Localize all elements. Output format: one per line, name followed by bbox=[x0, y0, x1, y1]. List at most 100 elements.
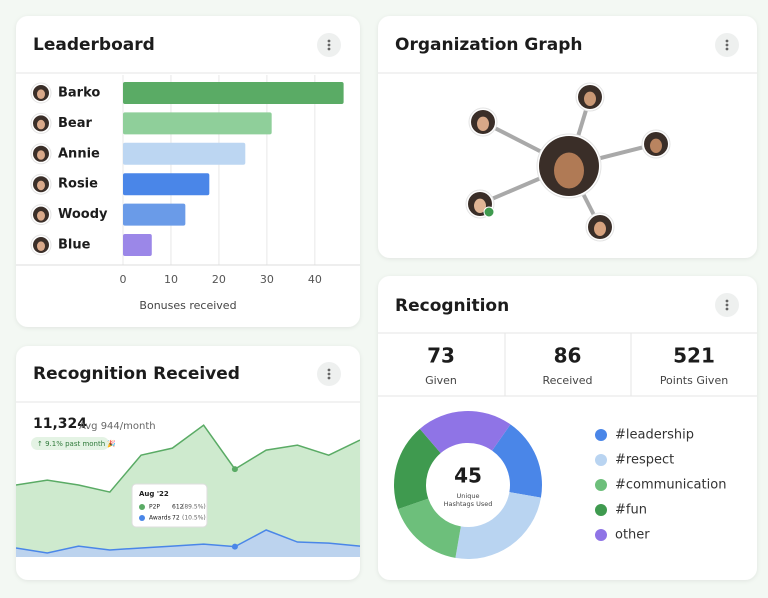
status bbox=[483, 206, 495, 218]
menu-dot bbox=[725, 299, 729, 303]
avatar-face bbox=[650, 138, 662, 153]
legend-dot bbox=[139, 515, 145, 521]
marker bbox=[231, 466, 238, 473]
legend-dot bbox=[595, 504, 607, 516]
area bbox=[16, 529, 360, 557]
avatar-face bbox=[477, 116, 489, 131]
card-title: Recognition Received bbox=[33, 364, 240, 384]
menu-button[interactable] bbox=[715, 33, 739, 57]
menu-button[interactable] bbox=[715, 293, 739, 317]
avatar-face bbox=[37, 150, 45, 160]
avatar-face bbox=[584, 91, 596, 107]
menu-button[interactable] bbox=[317, 33, 341, 57]
bar bbox=[123, 142, 246, 165]
line bbox=[16, 529, 360, 554]
avatar-face bbox=[37, 180, 45, 191]
donut-segment bbox=[394, 428, 441, 510]
tooltip-box bbox=[131, 483, 208, 528]
legend-label: #communication bbox=[615, 478, 726, 493]
legend-label: P2P bbox=[149, 504, 160, 511]
line bbox=[16, 424, 360, 493]
avatar-face bbox=[37, 89, 45, 99]
bar bbox=[123, 173, 210, 196]
bar bbox=[123, 234, 152, 256]
legend-label: other bbox=[615, 528, 650, 543]
x-tick-label: 30 bbox=[260, 273, 274, 286]
menu-dot bbox=[327, 39, 331, 43]
name-label: Annie bbox=[58, 146, 100, 161]
marker bbox=[231, 543, 238, 550]
avatar-face bbox=[594, 221, 606, 236]
average: Avg 944/month bbox=[79, 421, 156, 432]
avatar-face bbox=[37, 241, 45, 251]
badge-text: ↑ 9.1% past month 🎉 bbox=[37, 439, 116, 448]
name-label: Rosie bbox=[58, 177, 98, 192]
avatars bbox=[465, 82, 671, 242]
x-tick-label: 0 bbox=[120, 273, 127, 286]
donut-segment bbox=[455, 492, 541, 559]
legend-label: #fun bbox=[615, 503, 647, 518]
menu-dot bbox=[327, 43, 331, 47]
legend-dot bbox=[595, 454, 607, 466]
donut-segment bbox=[492, 424, 542, 498]
legend-dot bbox=[139, 504, 145, 510]
tooltip-share: (10.5%) bbox=[182, 515, 206, 522]
legend-dot bbox=[595, 529, 607, 541]
card-title: Organization Graph bbox=[395, 35, 583, 55]
name-label: Blue bbox=[58, 238, 91, 253]
menu-dot bbox=[725, 307, 729, 311]
tooltip-value: 612 bbox=[172, 504, 184, 511]
badge bbox=[31, 437, 109, 450]
legend-label: #respect bbox=[615, 453, 674, 468]
center-label: Unique bbox=[457, 492, 480, 500]
tooltip-share: (89.5%) bbox=[182, 504, 206, 511]
card-title: Recognition bbox=[395, 296, 509, 316]
center-label: Hashtags Used bbox=[444, 500, 493, 508]
menu-dot bbox=[725, 43, 729, 47]
x-tick-label: 20 bbox=[212, 273, 226, 286]
avatar-face bbox=[37, 211, 45, 221]
menus bbox=[317, 33, 739, 386]
legend-label: #leadership bbox=[615, 428, 694, 443]
leaderboard-chart: 0 10 20 30 40 Bonuses received Barko Bear Annie R… bbox=[16, 75, 360, 312]
bar bbox=[123, 203, 186, 226]
stat-label: Points Given bbox=[660, 374, 728, 387]
stat-label: Received bbox=[542, 374, 592, 387]
legend-dot bbox=[595, 479, 607, 491]
name-label: Bear bbox=[58, 116, 92, 131]
tooltip-value: 72 bbox=[172, 515, 180, 522]
tooltip-title: Aug '22 bbox=[139, 490, 169, 498]
stats: 73 Given 86 Received 521 Points Given bbox=[425, 344, 728, 388]
x-tick-label: 40 bbox=[308, 273, 322, 286]
x-tick-label: 10 bbox=[164, 273, 178, 286]
donut-segment bbox=[419, 411, 511, 454]
menu-dot bbox=[327, 376, 331, 380]
menu-dot bbox=[327, 372, 331, 376]
total: 11,324 bbox=[33, 416, 87, 432]
stat-value: 73 bbox=[427, 344, 455, 368]
menu-button[interactable] bbox=[317, 362, 341, 386]
menu-dot bbox=[725, 303, 729, 307]
menu-dot bbox=[327, 47, 331, 51]
card-title: Leaderboard bbox=[33, 35, 155, 55]
menu-dot bbox=[725, 47, 729, 51]
menu-dot bbox=[327, 368, 331, 372]
menu-dot bbox=[725, 39, 729, 43]
avatar-face bbox=[37, 119, 45, 130]
tooltip: Aug '22 P2P 612(89.5%) Awards 72 (10.5%) bbox=[131, 483, 208, 528]
center-value: 45 bbox=[454, 464, 482, 488]
legend-dot bbox=[595, 429, 607, 441]
name-label: Woody bbox=[58, 207, 108, 222]
name-label: Barko bbox=[58, 86, 100, 101]
legend-label: Awards bbox=[149, 515, 171, 522]
bar bbox=[123, 112, 272, 135]
avatar-face bbox=[474, 198, 486, 213]
stat-label: Given bbox=[425, 374, 457, 387]
donut-segment bbox=[398, 498, 461, 558]
recognition-card bbox=[378, 276, 757, 580]
avatar-face bbox=[554, 152, 584, 189]
bar bbox=[123, 82, 344, 104]
x-axis-label: Bonuses received bbox=[139, 299, 236, 312]
